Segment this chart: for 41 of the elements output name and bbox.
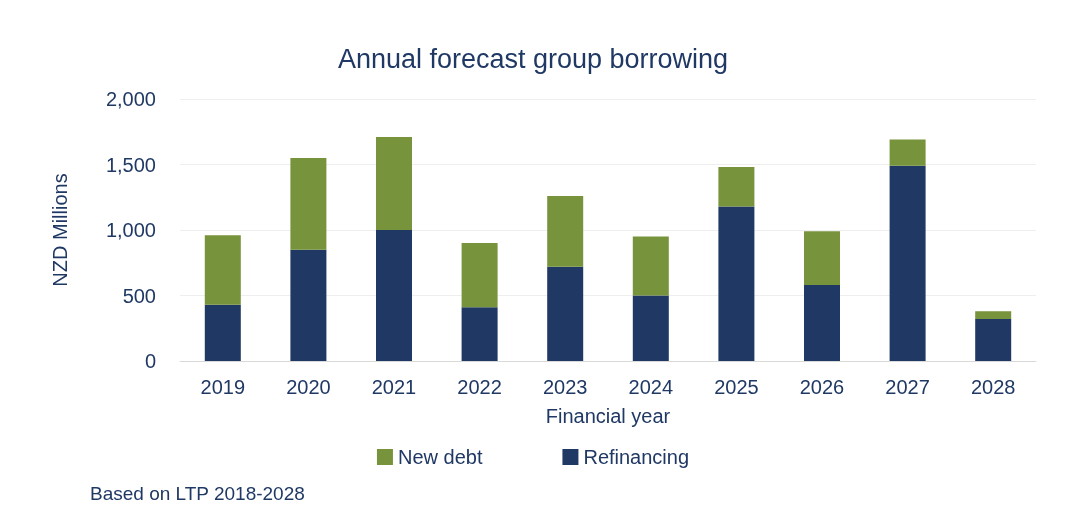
x-tick-label: 2023 <box>542 376 588 398</box>
bar <box>376 136 412 230</box>
y-tick-label: 1,000 <box>105 219 156 241</box>
bar <box>975 319 1012 361</box>
x-tick-label: 2028 <box>970 376 1016 398</box>
bar <box>547 195 584 267</box>
bar <box>461 243 498 308</box>
bar <box>804 231 840 286</box>
bar <box>547 266 584 361</box>
y-tick-label: 500 <box>122 284 156 307</box>
x-axis-title: Financial year <box>545 405 671 427</box>
x-tick-label: 2025 <box>714 376 759 398</box>
bar <box>461 307 498 361</box>
x-tick-label: 2024 <box>628 376 674 398</box>
bar <box>632 295 669 361</box>
bar <box>718 206 755 361</box>
legend-label: Refinancing <box>583 446 690 468</box>
bar <box>804 285 840 361</box>
bar <box>290 157 327 250</box>
x-tick-label: 2019 <box>200 376 246 398</box>
bar <box>204 235 241 305</box>
y-axis-title: NZD Millions <box>49 173 71 287</box>
bar <box>290 249 327 361</box>
bar <box>632 236 669 296</box>
text: Based on LTP 2018-2028 <box>90 483 305 504</box>
legend-label: New debt <box>397 446 483 468</box>
bar <box>889 139 926 166</box>
y-tick-label: 0 <box>144 350 156 372</box>
x-tick-label: 2026 <box>799 376 845 398</box>
x-tick-label: 2020 <box>286 376 331 398</box>
chart-title: Annual forecast group borrowing <box>337 43 729 74</box>
y-tick-label: 2,000 <box>105 88 156 110</box>
bar <box>889 165 926 361</box>
bar <box>718 167 755 207</box>
y-tick-label: 1,500 <box>105 153 156 176</box>
bar <box>975 311 1012 320</box>
x-tick-label: 2027 <box>885 376 930 398</box>
bar <box>376 230 412 361</box>
x-tick-label: 2021 <box>371 376 417 398</box>
bar <box>204 304 241 361</box>
x-tick-label: 2022 <box>457 376 502 398</box>
